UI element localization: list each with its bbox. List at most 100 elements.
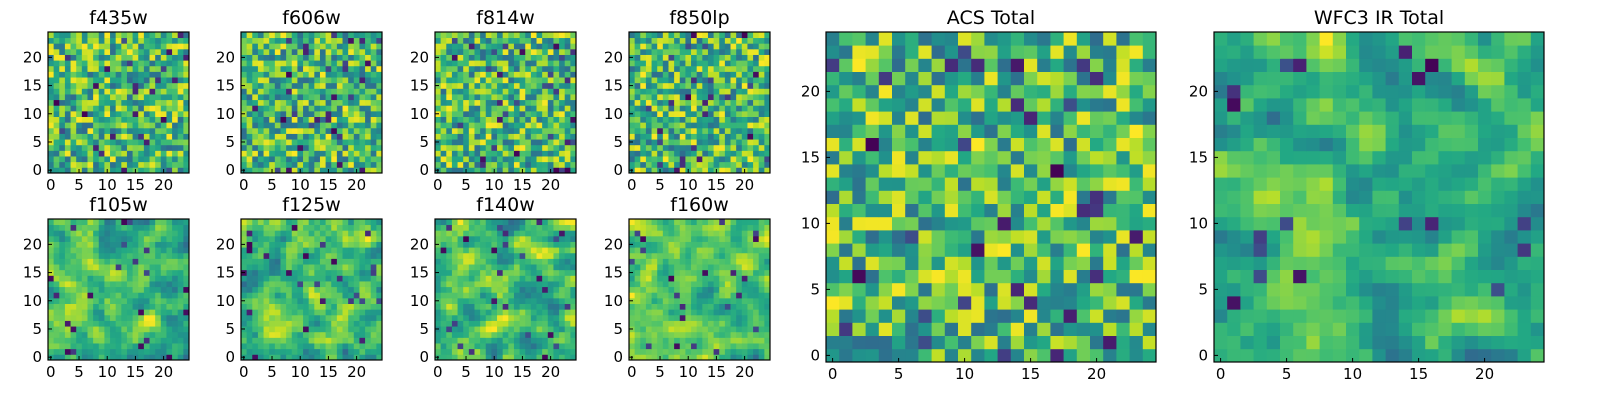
heatmap-cell xyxy=(48,258,55,265)
heatmap-cell xyxy=(657,110,664,117)
heatmap-cell xyxy=(263,230,270,237)
heatmap-cell xyxy=(634,348,641,355)
x-tick-label: 0 xyxy=(433,363,443,381)
heatmap-cell xyxy=(542,320,549,327)
heatmap-cell xyxy=(758,320,765,327)
heatmap-cell xyxy=(491,269,498,276)
heatmap-cell xyxy=(308,94,315,101)
heatmap-cell xyxy=(530,110,537,117)
heatmap-cell xyxy=(241,94,248,101)
heatmap-cell xyxy=(668,281,675,288)
heatmap-cell xyxy=(451,122,458,129)
heatmap-cell xyxy=(336,309,343,316)
heatmap-cell xyxy=(269,320,276,327)
heatmap-cell xyxy=(691,99,698,106)
heatmap-cell xyxy=(736,258,743,265)
heatmap-cell xyxy=(480,77,487,84)
heatmap-cell xyxy=(110,303,117,310)
heatmap-cell xyxy=(314,99,321,106)
heatmap-cell xyxy=(764,281,771,288)
heatmap-cell xyxy=(64,48,71,55)
heatmap-cell xyxy=(183,48,190,55)
heatmap-cell xyxy=(668,71,675,78)
heatmap-cell xyxy=(246,252,253,259)
heatmap-cell xyxy=(719,167,726,174)
heatmap-cell xyxy=(691,48,698,55)
heatmap-cell xyxy=(263,303,270,310)
heatmap-cell xyxy=(48,105,55,112)
heatmap-cell xyxy=(536,354,543,361)
heatmap-cell xyxy=(257,281,264,288)
heatmap-cell xyxy=(348,230,355,237)
heatmap-cell xyxy=(81,241,88,248)
heatmap-cell xyxy=(764,161,771,168)
heatmap-cell xyxy=(286,32,293,39)
heatmap-cell xyxy=(319,281,326,288)
heatmap-cell xyxy=(468,281,475,288)
heatmap-cell xyxy=(280,281,287,288)
heatmap-cell xyxy=(348,133,355,140)
heatmap-cell xyxy=(64,269,71,276)
heatmap-cell xyxy=(457,247,464,254)
heatmap-cell xyxy=(513,337,520,344)
heatmap-cell xyxy=(446,37,453,44)
heatmap-cell xyxy=(286,264,293,271)
heatmap-cell xyxy=(513,77,520,84)
heatmap-cell xyxy=(758,292,765,299)
heatmap-cell xyxy=(257,105,264,112)
heatmap-cell xyxy=(365,127,372,134)
heatmap-cell xyxy=(634,320,641,327)
heatmap-cell xyxy=(121,224,128,231)
heatmap-cell xyxy=(370,241,377,248)
heatmap-cell xyxy=(98,65,105,72)
heatmap-cell xyxy=(104,247,111,254)
heatmap-cell xyxy=(93,309,100,316)
heatmap-cell xyxy=(160,110,167,117)
heatmap-cell xyxy=(674,65,681,72)
heatmap-cell xyxy=(634,60,641,67)
heatmap-cell xyxy=(651,269,658,276)
heatmap-cell xyxy=(370,60,377,67)
heatmap-cell xyxy=(126,167,133,174)
heatmap-cell xyxy=(353,343,360,350)
heatmap-cell xyxy=(104,303,111,310)
heatmap-cell xyxy=(525,297,532,304)
heatmap-cell xyxy=(177,320,184,327)
heatmap-cell xyxy=(336,133,343,140)
heatmap-cell xyxy=(353,247,360,254)
heatmap-cell xyxy=(183,337,190,344)
heatmap-cell xyxy=(64,139,71,146)
heatmap-cell xyxy=(64,110,71,117)
heatmap-cell xyxy=(679,43,686,50)
heatmap-cell xyxy=(747,94,754,101)
heatmap-cell xyxy=(764,43,771,50)
heatmap-cell xyxy=(553,116,560,123)
heatmap-cell xyxy=(257,275,264,282)
heatmap-cell xyxy=(485,116,492,123)
heatmap-cell xyxy=(76,303,83,310)
heatmap-cell xyxy=(691,258,698,265)
heatmap-cell xyxy=(121,37,128,44)
heatmap-cell xyxy=(110,122,117,129)
heatmap-cell xyxy=(319,297,326,304)
heatmap-cell xyxy=(451,219,458,226)
heatmap-cell xyxy=(132,252,139,259)
heatmap-cell xyxy=(98,161,105,168)
heatmap-cell xyxy=(98,88,105,95)
heatmap-cell xyxy=(121,77,128,84)
heatmap-cell xyxy=(657,77,664,84)
heatmap-cell xyxy=(674,43,681,50)
heatmap-cell xyxy=(741,269,748,276)
heatmap-cell xyxy=(81,144,88,151)
heatmap-cell xyxy=(764,354,771,361)
heatmap-cell xyxy=(736,94,743,101)
heatmap-cell xyxy=(657,94,664,101)
heatmap-cell xyxy=(553,122,560,129)
heatmap-cell xyxy=(474,110,481,117)
heatmap-cell xyxy=(308,144,315,151)
heatmap-cell xyxy=(376,241,383,248)
heatmap-cell xyxy=(758,77,765,84)
heatmap-cell xyxy=(87,54,94,61)
heatmap-cell xyxy=(480,241,487,248)
